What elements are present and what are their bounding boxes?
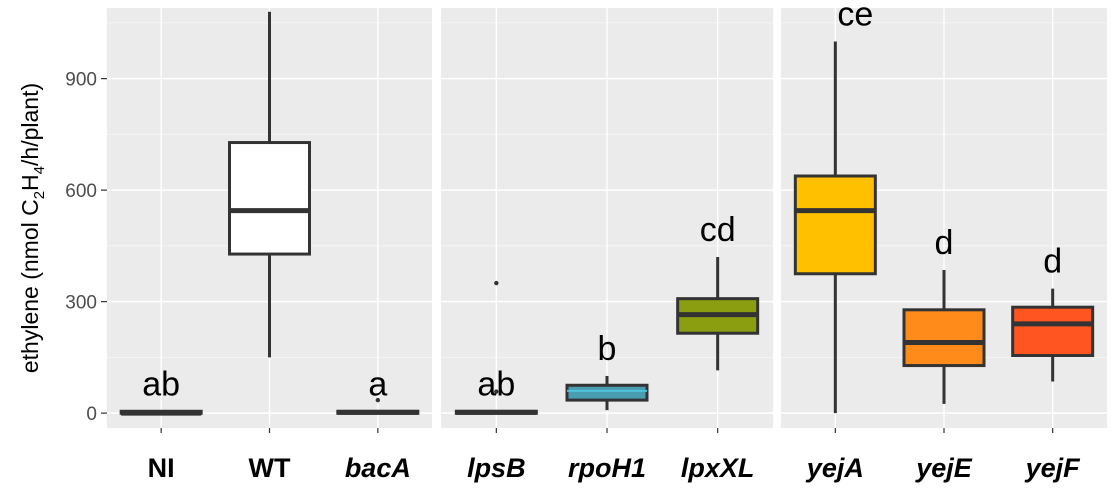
significance-letter: ce [837,0,873,33]
box-yejF: d [1011,243,1095,382]
x-tick-label: WT [249,453,291,483]
x-tick-label: yejE [914,453,973,483]
x-tick-label: bacA [345,453,411,483]
y-label-sub1: 2 [31,191,48,199]
panel-2: ab b cd [441,8,773,428]
box-iqr [793,174,877,276]
box-lpsB: ab [454,280,538,415]
y-tick-label: 0 [86,404,97,425]
y-tick-label: 900 [65,70,97,91]
box-WT: e [228,0,311,358]
box-rpoH1: b [565,330,649,411]
x-axis: NI WT bacA lpsB rpoH1 lpxXL yejA yejE yejF [148,428,1082,483]
box-bacA: a [336,365,420,415]
panel-1: ab e a [107,0,432,428]
significance-letter: a [368,365,387,403]
significance-letter: e [280,0,299,4]
y-axis-label: ethylene (nmol C2H4/h/plant) [17,83,48,373]
box-iqr [565,383,649,402]
significance-letter: d [935,224,954,262]
significance-letter: ab [142,365,180,403]
box-lpxXL: cd [676,211,760,371]
outlier-point [494,389,499,394]
x-tick-label: lpxXL [681,453,755,483]
significance-letter: ab [477,365,515,403]
y-tick-label: 300 [65,293,97,314]
significance-letter: cd [700,211,736,249]
y-label-sub2: 4 [31,166,48,174]
y-label-mid: H [17,174,43,191]
box-iqr [902,308,986,368]
y-axis: 0 300 600 900 [65,70,107,425]
outlier-point [375,397,381,403]
significance-letter: b [598,330,617,368]
panels-layer: ab e a ab b cd ce d d [107,0,1107,428]
significance-letter: d [1043,243,1062,281]
y-label-prefix: ethylene (nmol C [17,199,43,373]
y-tick-label: 600 [65,181,97,202]
x-tick-label: lpsB [467,453,526,483]
x-tick-label: rpoH1 [568,453,646,483]
box-iqr [228,141,311,256]
x-tick-label: yejF [1024,453,1082,483]
box-yejE: d [902,224,986,404]
box-iqr [1011,305,1095,358]
y-label-suffix: /h/plant) [17,83,43,166]
box-yejA: ce [793,0,877,414]
outlier-point [494,280,499,286]
box-NI: ab [119,365,203,416]
panel-3: ce d d [781,0,1107,428]
x-tick-label: yejA [805,453,864,483]
x-tick-label: NI [148,453,175,483]
